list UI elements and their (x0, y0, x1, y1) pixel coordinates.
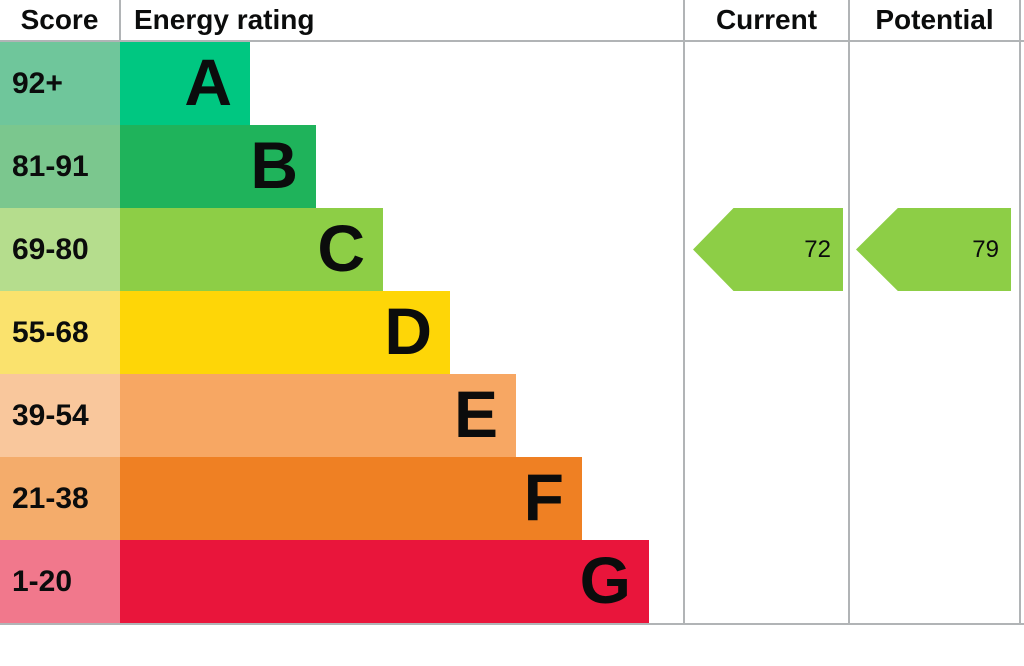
rating-bar-c: C (120, 208, 383, 291)
divider-score-energy (119, 0, 121, 40)
rating-row-c: 69-80 C (0, 208, 649, 291)
score-range: 39-54 (0, 374, 120, 457)
divider-current-column (683, 0, 685, 625)
rating-bar-g: G (120, 540, 649, 623)
score-range: 21-38 (0, 457, 120, 540)
rating-bar-f: F (120, 457, 582, 540)
column-header-score: Score (0, 0, 119, 40)
column-header-current: Current (685, 0, 848, 40)
rating-bar-b: B (120, 125, 316, 208)
rating-row-b: 81-91 B (0, 125, 649, 208)
divider-right-edge (1019, 0, 1021, 625)
rating-bar-e: E (120, 374, 516, 457)
score-range: 55-68 (0, 291, 120, 374)
rating-rows: 92+ A 81-91 B 69-80 C 55-68 D 39-54 E 21… (0, 42, 649, 623)
score-range: 1-20 (0, 540, 120, 623)
rating-bar-d: D (120, 291, 450, 374)
rating-row-g: 1-20 G (0, 540, 649, 623)
divider-potential-column (848, 0, 850, 625)
score-range: 81-91 (0, 125, 120, 208)
column-header-energy-rating: Energy rating (121, 0, 694, 40)
potential-rating-arrow: 79 (856, 208, 1011, 291)
header-underline (0, 40, 1024, 42)
rating-row-e: 39-54 E (0, 374, 649, 457)
chart-bottom-border (0, 623, 1024, 625)
score-range: 92+ (0, 42, 120, 125)
rating-row-d: 55-68 D (0, 291, 649, 374)
rating-bar-a: A (120, 42, 250, 125)
rating-row-a: 92+ A (0, 42, 649, 125)
rating-row-f: 21-38 F (0, 457, 649, 540)
score-range: 69-80 (0, 208, 120, 291)
column-header-potential: Potential (850, 0, 1019, 40)
current-rating-arrow: 72 (693, 208, 843, 291)
